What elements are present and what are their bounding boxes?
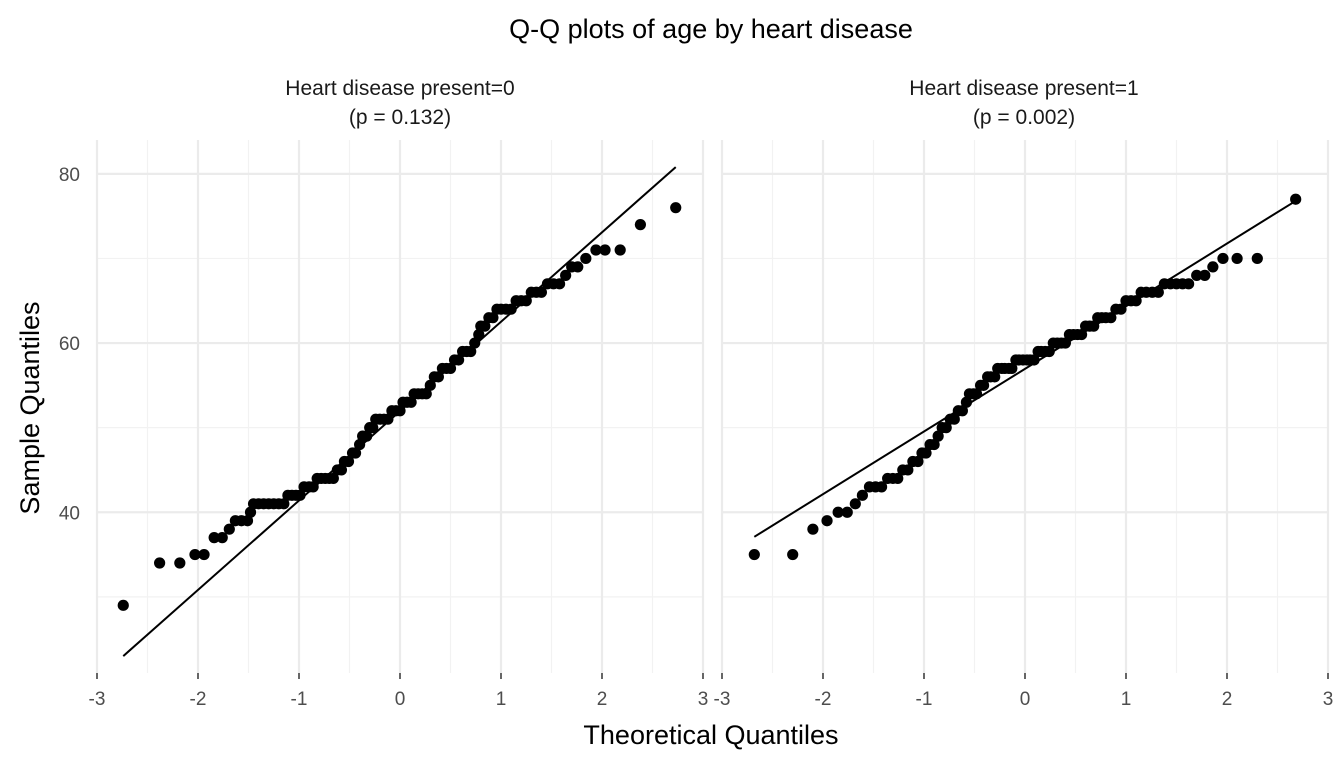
y-tick-label: 80 — [59, 165, 80, 186]
sample-point — [1199, 270, 1210, 281]
y-tick-label: 60 — [59, 334, 80, 355]
sample-point — [807, 524, 818, 535]
x-tick-label: -2 — [815, 689, 832, 710]
sample-point — [174, 557, 185, 568]
x-tick-label: -3 — [89, 689, 106, 710]
x-tick-label: 0 — [1020, 689, 1031, 710]
x-tick-label: 1 — [496, 689, 507, 710]
y-axis-title: Sample Quantiles — [15, 301, 45, 514]
panel-0: Heart disease present=0 (p = 0.132) -3 -2… — [89, 77, 709, 710]
chart-title: Q-Q plots of age by heart disease — [509, 14, 913, 44]
x-tick-label: 3 — [698, 689, 709, 710]
sample-point — [635, 219, 646, 230]
sample-point — [198, 549, 209, 560]
sample-point — [1252, 253, 1263, 264]
sample-point — [118, 600, 129, 611]
strip-pvalue-1: (p = 0.002) — [973, 106, 1075, 129]
sample-point — [749, 549, 760, 560]
sample-point — [154, 557, 165, 568]
sample-point — [1183, 278, 1194, 289]
strip-pvalue-0: (p = 0.132) — [349, 106, 451, 129]
y-axis-ticks: 40 60 80 — [59, 165, 80, 524]
sample-point — [670, 202, 681, 213]
sample-point — [615, 244, 626, 255]
sample-point — [599, 244, 610, 255]
x-tick-label: -1 — [291, 689, 308, 710]
panel-0-x-ticks: -3 -2 -1 0 1 2 3 — [89, 673, 709, 710]
sample-point — [1232, 253, 1243, 264]
strip-label-1: Heart disease present=1 — [909, 77, 1138, 100]
sample-point — [842, 507, 853, 518]
sample-point — [787, 549, 798, 560]
y-tick-label: 40 — [59, 503, 80, 524]
x-tick-label: 3 — [1323, 689, 1334, 710]
sample-point — [1290, 194, 1301, 205]
x-axis-title: Theoretical Quantiles — [583, 720, 838, 750]
x-tick-label: 1 — [1121, 689, 1132, 710]
sample-point — [580, 253, 591, 264]
x-tick-label: -3 — [714, 689, 731, 710]
sample-point — [572, 261, 583, 272]
strip-label-0: Heart disease present=0 — [285, 77, 514, 100]
sample-point — [1207, 261, 1218, 272]
panel-1-grid — [722, 140, 1328, 673]
x-tick-label: -1 — [916, 689, 933, 710]
x-tick-label: 0 — [395, 689, 406, 710]
x-tick-label: 2 — [1222, 689, 1233, 710]
sample-point — [1217, 253, 1228, 264]
x-tick-label: 2 — [597, 689, 608, 710]
panel-1-x-ticks: -3 -2 -1 0 1 2 3 — [714, 673, 1334, 710]
x-tick-label: -2 — [190, 689, 207, 710]
sample-point — [821, 515, 832, 526]
panel-1: Heart disease present=1 (p = 0.002) -3 -2… — [714, 77, 1334, 710]
